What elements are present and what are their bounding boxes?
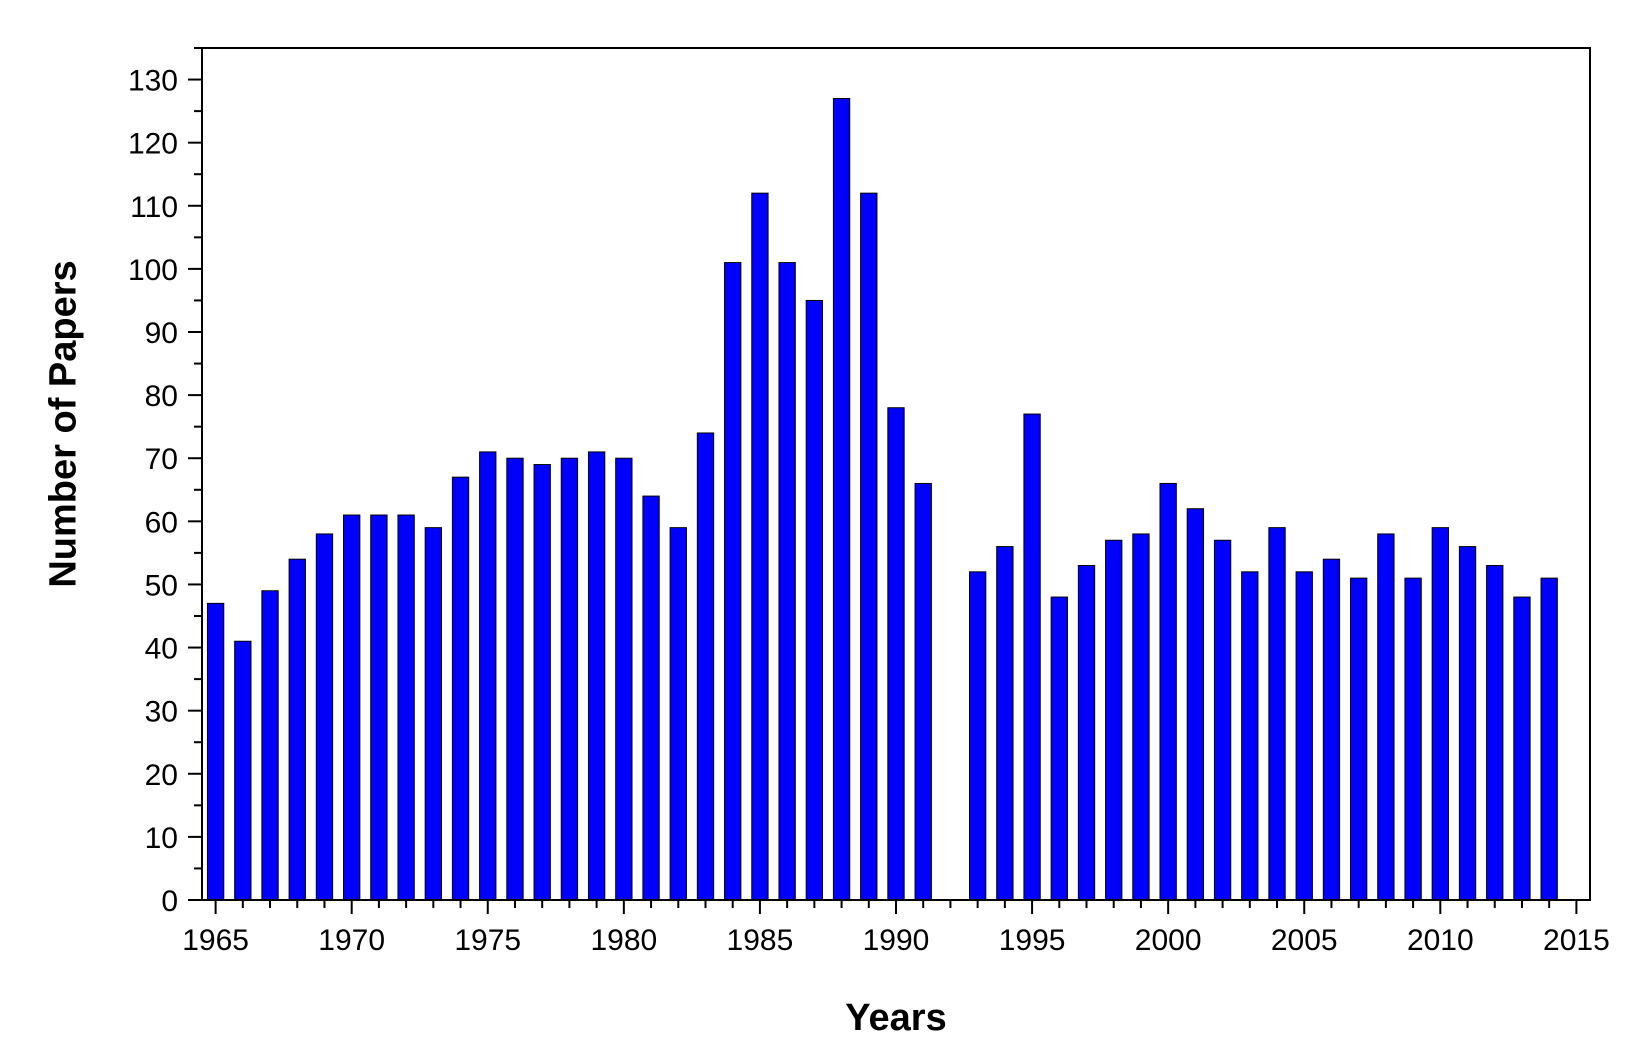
bar-2002 xyxy=(1213,539,1232,901)
bar-2010 xyxy=(1431,527,1449,901)
bar-1986 xyxy=(778,262,796,901)
y-tick-label: 80 xyxy=(145,380,178,413)
bar-2006 xyxy=(1322,558,1341,901)
bar-1999 xyxy=(1132,533,1150,901)
x-tick-label: 2010 xyxy=(1407,924,1474,957)
bar-1993 xyxy=(968,571,987,901)
bar-1973 xyxy=(424,527,442,901)
bar-1975 xyxy=(479,451,497,901)
x-tick-label: 1995 xyxy=(999,924,1066,957)
bar-2013 xyxy=(1513,596,1531,901)
bar-1984 xyxy=(724,262,742,901)
bar-2001 xyxy=(1186,508,1205,901)
y-axis-ticks: 0 10 20 30 40 50 60 70 80 90 100 110 120 130 xyxy=(128,47,202,918)
y-tick-label: 110 xyxy=(130,191,178,224)
bar-2008 xyxy=(1377,533,1395,901)
y-tick-label: 100 xyxy=(128,254,178,287)
bar-2009 xyxy=(1404,577,1422,901)
y-tick-label: 10 xyxy=(145,822,178,855)
x-tick-label: 2005 xyxy=(1271,924,1338,957)
y-tick-label: 20 xyxy=(145,759,178,792)
bar-1991 xyxy=(914,482,932,901)
bar-1990 xyxy=(887,407,905,901)
x-tick-label: 1990 xyxy=(863,924,930,957)
y-tick-label: 50 xyxy=(145,569,178,602)
bar-1971 xyxy=(370,514,388,901)
bar-1974 xyxy=(451,476,470,901)
x-tick-label: 1970 xyxy=(318,924,385,957)
y-axis-title: Number of Papers xyxy=(42,260,84,587)
y-tick-label: 90 xyxy=(145,317,178,350)
y-tick-label: 120 xyxy=(128,128,178,161)
x-tick-label: 2000 xyxy=(1135,924,1202,957)
y-tick-label: 30 xyxy=(145,696,178,729)
y-tick-label: 130 xyxy=(128,65,178,98)
x-tick-label: 1965 xyxy=(182,924,249,957)
bar-1982 xyxy=(669,527,687,901)
y-tick-label: 0 xyxy=(161,885,178,918)
x-axis-ticks: 1965 1970 1975 1980 1985 1990 1995 2000 2005 2010… xyxy=(182,900,1610,957)
x-tick-label: 1985 xyxy=(727,924,794,957)
bar-1988 xyxy=(832,97,851,901)
bar-1969 xyxy=(315,533,334,901)
bar-1977 xyxy=(533,464,551,901)
bar-2005 xyxy=(1295,571,1313,901)
bar-1989 xyxy=(860,192,878,901)
bar-1981 xyxy=(642,495,660,901)
bar-1996 xyxy=(1050,596,1068,901)
bar-1965 xyxy=(206,602,225,901)
bar-2004 xyxy=(1268,527,1286,901)
bar-2007 xyxy=(1350,577,1368,901)
bar-1978 xyxy=(560,457,579,901)
bar-1985 xyxy=(751,192,769,901)
bar-1972 xyxy=(397,514,415,901)
x-tick-label: 1975 xyxy=(454,924,521,957)
bar-1997 xyxy=(1077,565,1096,901)
bar-2012 xyxy=(1486,565,1504,901)
bar-2003 xyxy=(1241,571,1259,901)
bar-1983 xyxy=(696,432,715,901)
bar-1970 xyxy=(343,514,361,901)
bar-1994 xyxy=(996,546,1014,901)
bar-2011 xyxy=(1458,546,1477,901)
bar-2014 xyxy=(1540,577,1558,901)
y-tick-label: 40 xyxy=(145,633,178,666)
bar-1995 xyxy=(1023,413,1041,901)
x-tick-label: 2015 xyxy=(1543,924,1610,957)
y-tick-label: 70 xyxy=(145,443,178,476)
bar-1968 xyxy=(288,558,306,901)
bar-1976 xyxy=(506,457,524,901)
y-tick-label: 60 xyxy=(145,506,178,539)
bar-2000 xyxy=(1159,482,1177,901)
bar-1998 xyxy=(1105,539,1123,901)
bar-1967 xyxy=(261,590,279,901)
x-axis-title: Years xyxy=(845,997,946,1039)
bar-1987 xyxy=(805,299,824,901)
bar-1980 xyxy=(615,457,633,901)
plot-frame xyxy=(201,47,1591,901)
bar-1979 xyxy=(587,451,606,901)
x-tick-label: 1980 xyxy=(590,924,657,957)
bar-1966 xyxy=(234,640,252,901)
